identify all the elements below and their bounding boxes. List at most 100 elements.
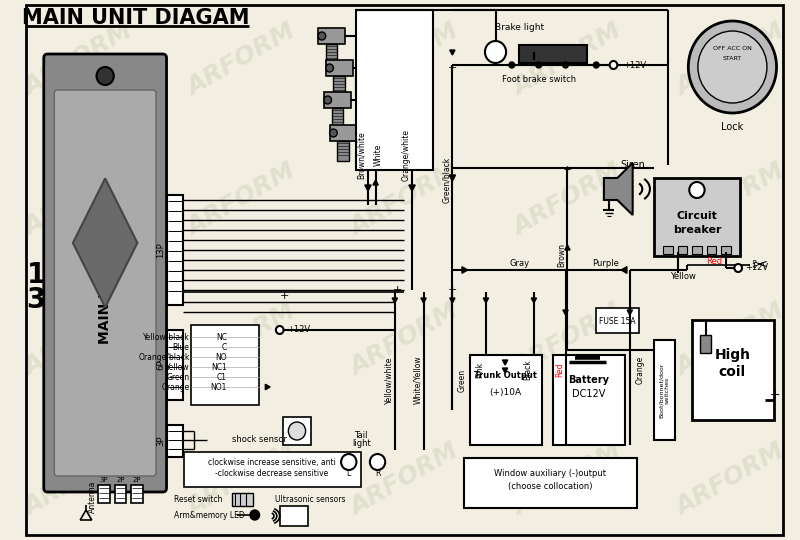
Text: White/Yellow: White/Yellow xyxy=(414,356,422,404)
Text: R: R xyxy=(375,469,380,478)
Circle shape xyxy=(562,62,569,68)
Text: clockwise increase sensitive, anti: clockwise increase sensitive, anti xyxy=(208,458,336,468)
Text: ARFORM: ARFORM xyxy=(183,19,300,100)
Text: Ultrasonic sensors: Ultrasonic sensors xyxy=(275,496,346,504)
Text: Gray: Gray xyxy=(510,259,530,267)
Text: Arm&memory LED: Arm&memory LED xyxy=(174,510,245,519)
Circle shape xyxy=(288,422,306,440)
Text: Brown/white: Brown/white xyxy=(357,131,366,179)
Polygon shape xyxy=(565,245,570,250)
Circle shape xyxy=(276,326,283,334)
Text: Orange/white: Orange/white xyxy=(402,129,411,181)
Text: +: + xyxy=(448,285,457,295)
Text: Green: Green xyxy=(166,373,190,381)
Polygon shape xyxy=(450,298,455,303)
Text: Antenna: Antenna xyxy=(88,481,97,513)
Text: shock sensor: shock sensor xyxy=(232,435,286,444)
Text: Purple: Purple xyxy=(592,259,619,267)
FancyBboxPatch shape xyxy=(331,108,343,128)
FancyBboxPatch shape xyxy=(678,246,687,254)
Circle shape xyxy=(509,62,514,68)
FancyBboxPatch shape xyxy=(318,28,345,44)
FancyBboxPatch shape xyxy=(334,76,345,96)
Text: +: + xyxy=(393,285,402,295)
FancyBboxPatch shape xyxy=(700,335,711,353)
Circle shape xyxy=(330,129,338,137)
Circle shape xyxy=(594,62,599,68)
Text: Red: Red xyxy=(555,363,564,377)
Text: Lock: Lock xyxy=(722,122,743,132)
Text: -clockwise decrease sensitive: -clockwise decrease sensitive xyxy=(215,469,329,478)
FancyBboxPatch shape xyxy=(191,325,258,405)
Polygon shape xyxy=(502,360,508,365)
Circle shape xyxy=(341,454,357,470)
Circle shape xyxy=(610,61,618,69)
Polygon shape xyxy=(531,298,537,303)
FancyBboxPatch shape xyxy=(98,485,110,503)
FancyBboxPatch shape xyxy=(54,90,156,476)
Text: ARFORM: ARFORM xyxy=(672,440,789,521)
FancyBboxPatch shape xyxy=(330,125,357,141)
Text: (+)10A: (+)10A xyxy=(489,388,521,396)
Text: 3: 3 xyxy=(26,286,46,314)
Text: Trunk Output: Trunk Output xyxy=(474,370,537,380)
Text: DC12V: DC12V xyxy=(572,389,606,399)
Text: Yellow: Yellow xyxy=(166,362,190,372)
Text: (choose collocation): (choose collocation) xyxy=(508,483,593,491)
FancyBboxPatch shape xyxy=(706,246,716,254)
Text: NC: NC xyxy=(216,333,227,341)
Text: MAIN BOARD: MAIN BOARD xyxy=(98,242,112,343)
Text: ARFORM: ARFORM xyxy=(20,440,137,521)
Text: Red: Red xyxy=(706,257,722,266)
FancyBboxPatch shape xyxy=(692,320,774,420)
Text: Brown: Brown xyxy=(557,243,566,267)
Text: Foot brake switch: Foot brake switch xyxy=(502,76,576,84)
Circle shape xyxy=(690,182,705,198)
Text: Green: Green xyxy=(457,368,466,392)
FancyBboxPatch shape xyxy=(721,246,730,254)
Text: +: + xyxy=(770,388,780,402)
Text: ARFORM: ARFORM xyxy=(346,299,463,381)
Text: ARFORM: ARFORM xyxy=(672,159,789,241)
Polygon shape xyxy=(502,368,508,373)
FancyBboxPatch shape xyxy=(519,45,586,63)
Circle shape xyxy=(734,264,742,272)
Polygon shape xyxy=(392,298,398,303)
Circle shape xyxy=(536,62,542,68)
Text: 2P: 2P xyxy=(116,477,125,483)
Text: Black: Black xyxy=(524,360,533,380)
FancyBboxPatch shape xyxy=(282,417,311,445)
Text: 13P: 13P xyxy=(157,242,166,258)
Polygon shape xyxy=(450,50,455,55)
Text: OFF ACC ON: OFF ACC ON xyxy=(713,46,752,51)
Text: light: light xyxy=(352,440,370,449)
Text: Brake light: Brake light xyxy=(495,24,544,32)
Text: +12V: +12V xyxy=(287,326,310,334)
Text: Window auxiliary (-)output: Window auxiliary (-)output xyxy=(494,469,606,478)
Text: ARFORM: ARFORM xyxy=(346,19,463,100)
Circle shape xyxy=(250,510,259,520)
Text: L: L xyxy=(346,469,351,478)
Text: 3P: 3P xyxy=(100,477,109,483)
FancyBboxPatch shape xyxy=(167,195,183,305)
Circle shape xyxy=(324,96,331,104)
Text: Orange: Orange xyxy=(162,382,190,392)
Polygon shape xyxy=(365,185,371,191)
FancyBboxPatch shape xyxy=(357,10,433,170)
Text: ✂: ✂ xyxy=(751,255,767,274)
Circle shape xyxy=(698,31,767,103)
Polygon shape xyxy=(409,185,415,191)
FancyBboxPatch shape xyxy=(326,44,338,64)
Circle shape xyxy=(326,64,334,72)
Text: ARFORM: ARFORM xyxy=(346,159,463,241)
Text: 1: 1 xyxy=(26,261,46,289)
Text: Circuit: Circuit xyxy=(677,211,718,221)
FancyBboxPatch shape xyxy=(44,54,166,492)
FancyBboxPatch shape xyxy=(553,355,625,445)
Circle shape xyxy=(485,41,506,63)
Polygon shape xyxy=(73,178,138,307)
FancyBboxPatch shape xyxy=(470,355,542,445)
FancyBboxPatch shape xyxy=(184,452,362,487)
Text: +: + xyxy=(562,165,572,175)
Polygon shape xyxy=(563,310,568,315)
